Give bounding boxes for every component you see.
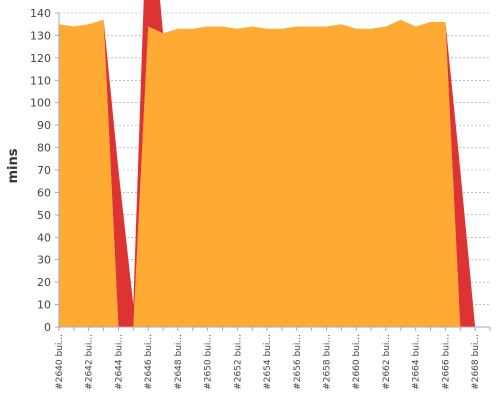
- x-tick-label: #2660 bui...: [352, 334, 362, 390]
- area-layer: [59, 0, 490, 327]
- y-tick-label: 140: [30, 7, 51, 20]
- y-axis-title: mins: [6, 148, 21, 183]
- y-tick-label: 80: [37, 142, 51, 155]
- y-tick-label: 30: [37, 254, 51, 267]
- grid-layer: [55, 12, 490, 328]
- area-series-0: [59, 19, 490, 327]
- y-tick-label: 100: [30, 97, 51, 110]
- y-tick-label: 0: [44, 321, 51, 334]
- x-tick-label: #2652 bui...: [233, 334, 243, 390]
- x-tick-label: #2650 bui...: [204, 334, 214, 390]
- x-tick-label: #2668 bui...: [471, 334, 481, 390]
- y-tick-label: 10: [37, 299, 51, 312]
- x-tick-labels: #2640 bui... #2642 bui... #2644 bui... #264…: [55, 334, 481, 390]
- x-tick-label: #2666 bui...: [441, 334, 451, 390]
- x-tick-label: #2654 bui...: [263, 334, 273, 390]
- y-tick-label: 120: [30, 52, 51, 65]
- x-tick-label: #2644 bui...: [114, 334, 124, 390]
- x-tick-label: #2646 bui...: [144, 334, 154, 390]
- y-tick-label: 90: [37, 119, 51, 132]
- y-tick-label: 40: [37, 231, 51, 244]
- y-tick-label: 50: [37, 209, 51, 222]
- y-tick-label: 70: [37, 164, 51, 177]
- y-tick-label: 130: [30, 29, 51, 42]
- y-tick-label: 20: [37, 276, 51, 289]
- y-tick-labels: 0 10 20 30 40 50 60 70 80 90 100 110 120 130 140: [30, 7, 51, 334]
- x-tick-label: #2664 bui...: [412, 334, 422, 390]
- x-tick-label: #2656 bui...: [293, 334, 303, 390]
- x-tick-label: #2658 bui...: [323, 334, 333, 390]
- y-tick-label: 110: [30, 74, 51, 87]
- x-tick-label: #2642 bui...: [85, 334, 95, 390]
- x-tick-label: #2648 bui...: [174, 334, 184, 390]
- x-tick-label: #2640 bui...: [55, 334, 65, 390]
- axis-layer: [58, 13, 491, 331]
- x-tick-label: #2662 bui...: [382, 334, 392, 390]
- y-tick-label: 60: [37, 186, 51, 199]
